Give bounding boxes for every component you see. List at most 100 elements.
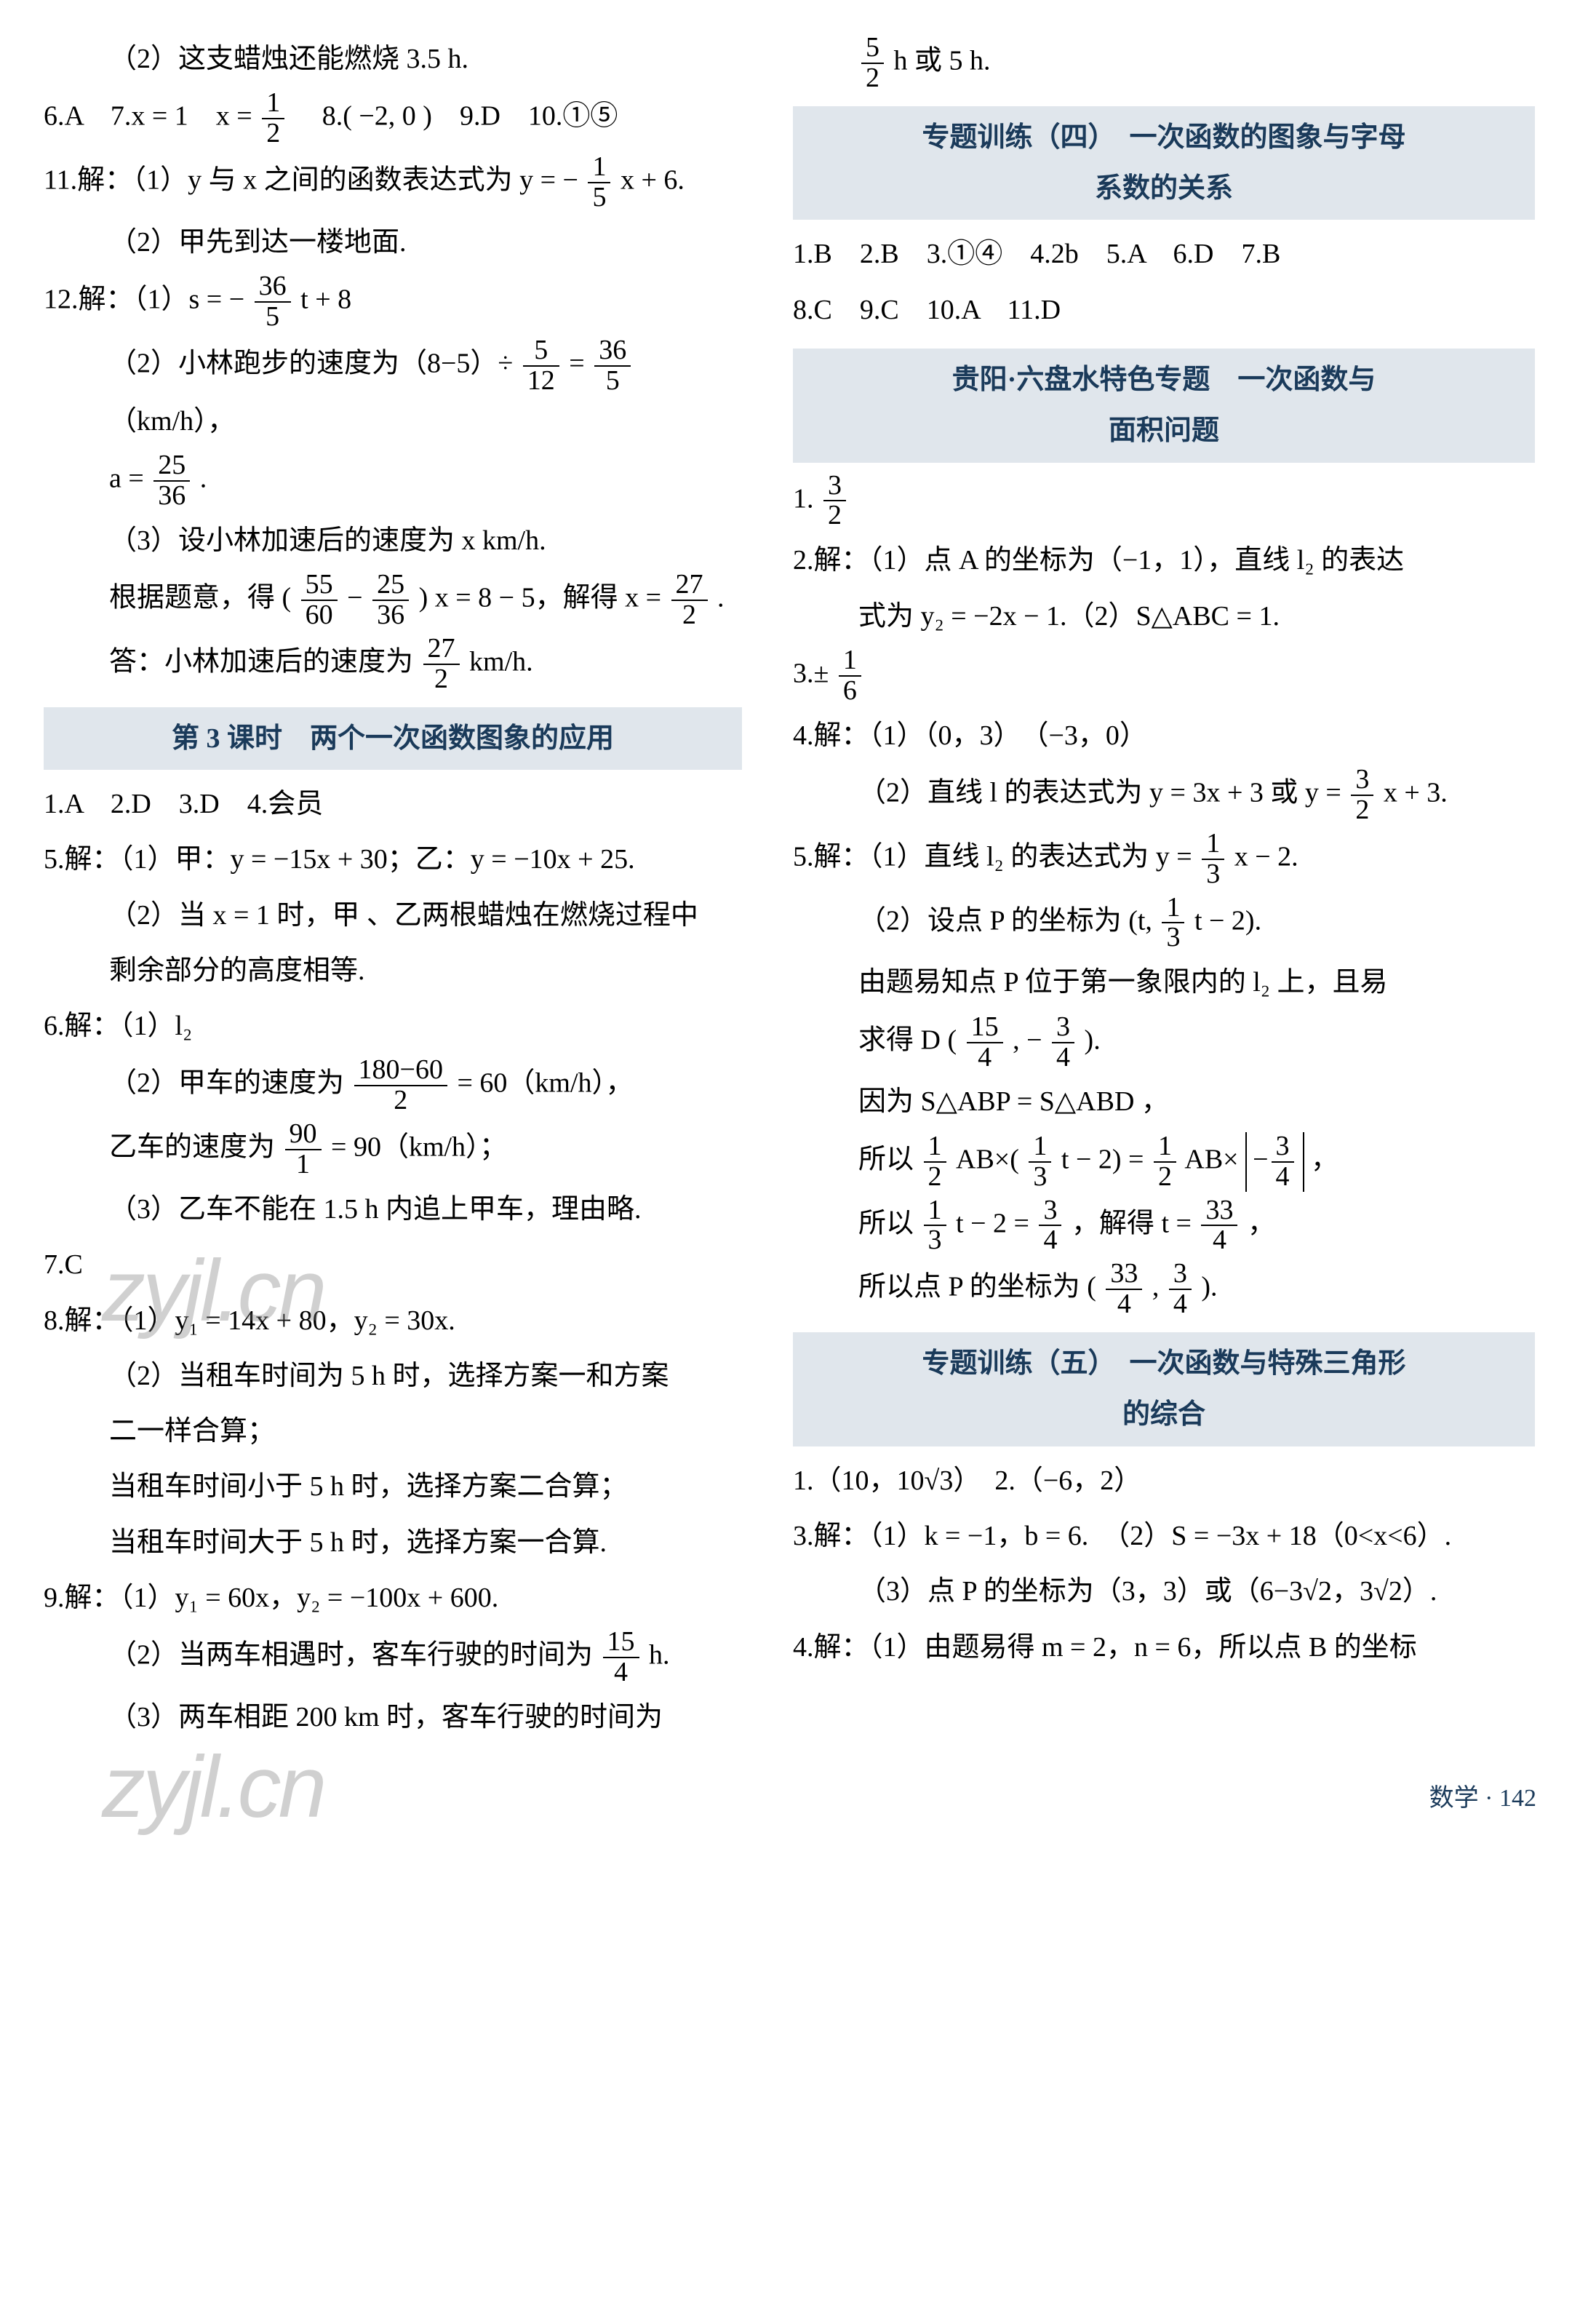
text: 8.( −2, 0 ) 9.D 10.①⑤ [295,101,618,132]
fraction: 32 [823,471,846,531]
text-line: 8.解：（1）y₁ = 14x + 80，y₂ = 30x. [44,1295,742,1346]
text: ， [1311,1144,1338,1174]
text: t − 2). [1194,905,1261,936]
text-line: （2）直线 l 的表达式为 y = 3x + 3 或 y = 32 x + 3. [793,765,1535,825]
fraction: 2536 [153,451,190,511]
text: t − 2 = [956,1208,1036,1238]
text-line: 6.A 7.x = 1 x = 12 8.( −2, 0 ) 9.D 10.①⑤ [44,89,742,148]
section-header: 第 3 课时 两个一次函数图象的应用 [44,707,742,770]
text-line: 4.解：（1）（0，3） （−3，0） [793,710,1535,761]
text-line: 3.解：（1）k = −1，b = 6. （2）S = −3x + 18（0<x… [793,1511,1535,1561]
text: （3）两车相距 200 km 时，客车行驶的时间为 [109,1702,663,1732]
text: AB× [1184,1144,1245,1174]
abs-value: −34 [1245,1132,1304,1192]
text: 1. [793,483,814,514]
text: 答：小林加速后的速度为 [109,646,413,677]
fraction: 13 [1029,1132,1051,1192]
text: 所以点 P 的坐标为 ( [858,1272,1096,1302]
text: ，解得 t = [1072,1208,1199,1238]
text: . [200,463,207,494]
fraction: 365 [594,336,631,396]
text-line: 5.解：（1）甲：y = −15x + 30；乙：y = −10x + 25. [44,834,742,885]
text: h. [649,1640,670,1671]
text: . [717,583,725,613]
text-line: 3.± 16 [793,646,1535,706]
text: 所以 [858,1144,914,1174]
text: （2）直线 l 的表达式为 y = 3x + 3 或 y = [858,778,1348,808]
text: , − [1013,1024,1049,1055]
text-line-watermarked: 7.C zyjl.cn [44,1239,742,1290]
text: − [347,583,370,613]
text: 6.A 7.x = 1 x = [44,101,259,132]
text: t − 2) = [1061,1144,1151,1174]
text: x + 3. [1384,778,1448,808]
text-line: （2）这支蜡烛还能燃烧 3.5 h. [44,33,742,84]
fraction: 52 [861,33,884,93]
text: , [1152,1272,1166,1302]
text-line: 答：小林加速后的速度为 272 km/h. [44,634,742,694]
fraction: 15 [588,153,610,212]
section-header-line1: 贵阳·六盘水特色专题 一次函数与 [797,354,1531,405]
left-column: （2）这支蜡烛还能燃烧 3.5 h. 6.A 7.x = 1 x = 12 8.… [44,29,742,1747]
text-line: （3）乙车不能在 1.5 h 内追上甲车，理由略. [44,1184,742,1235]
section-header-line1: 专题训练（五） 一次函数与特殊三角形 [797,1338,1531,1389]
text-line: 9.解：（1）y₁ = 60x，y₂ = −100x + 600. [44,1572,742,1623]
text-line: 1. 32 [793,471,1535,531]
fraction: 13 [924,1196,946,1256]
text: 12.解：（1）s = − [44,284,252,315]
fraction: 32 [1351,765,1373,825]
text-line: 所以点 P 的坐标为 ( 334 , 34 ). [793,1260,1535,1319]
fraction: 13 [1202,829,1224,889]
text: = 60（km/h）， [457,1068,633,1099]
fraction: 34 [1272,1132,1294,1192]
fraction: 334 [1106,1260,1142,1319]
text-line: 2.解：（1）点 A 的坐标为（−1，1），直线 l₂ 的表达 [793,535,1535,586]
section-header: 贵阳·六盘水特色专题 一次函数与 面积问题 [793,349,1535,463]
section-header-line2: 面积问题 [797,405,1531,456]
text-line: 6.解：（1）l₂ [44,1000,742,1051]
fraction: 512 [523,336,559,396]
section-header: 专题训练（四） 一次函数的图象与字母 系数的关系 [793,106,1535,220]
text-line: 11.解：（1）y 与 x 之间的函数表达式为 y = − 15 x + 6. [44,153,742,212]
text: 乙车的速度为 [109,1132,275,1163]
fraction: 34 [1052,1013,1074,1073]
text-line: 所以 13 t − 2 = 34 ，解得 t = 334 ， [793,1196,1535,1256]
fraction: 272 [671,570,708,630]
text-line: （2）甲车的速度为 180−602 = 60（km/h）， [44,1056,742,1115]
text: 7.C [44,1249,83,1280]
text-line: （3）点 P 的坐标为（3，3）或（6−3√2，3√2）. [793,1566,1535,1617]
text: 11.解：（1）y 与 x 之间的函数表达式为 y = − [44,165,585,196]
text: 所以 [858,1208,914,1238]
text: （2）当两车相遇时，客车行驶的时间为 [109,1640,593,1671]
text-line: （2）当租车时间为 5 h 时，选择方案一和方案 [44,1350,742,1401]
text-line: （2）甲先到达一楼地面. [44,217,742,268]
page-two-column: （2）这支蜡烛还能燃烧 3.5 h. 6.A 7.x = 1 x = 12 8.… [44,29,1558,1747]
fraction: 334 [1201,1196,1237,1256]
text: h 或 5 h. [894,46,991,76]
text-line: 根据题意，得 ( 5560 − 2536 ) x = 8 − 5，解得 x = … [44,570,742,630]
fraction: 365 [255,272,291,332]
section-header: 专题训练（五） 一次函数与特殊三角形 的综合 [793,1332,1535,1446]
text: 根据题意，得 ( [109,583,291,613]
page-footer: 数学 · 142 [44,1776,1558,1822]
text: x + 6. [621,165,685,196]
fraction: 272 [423,634,460,694]
text: = 90（km/h）； [331,1132,507,1163]
text: x − 2. [1234,841,1298,872]
fraction: 13 [1162,894,1184,953]
text-line: （2）当 x = 1 时，甲 、乙两根蜡烛在燃烧过程中 [44,890,742,941]
fraction: 12 [262,89,284,148]
text-line: 由题易知点 P 位于第一象限内的 l₂ 上，且易 [793,957,1535,1008]
text-line: 1.（10，10√3） 2.（−6，2） [793,1455,1535,1506]
text: 求得 D ( [858,1024,957,1055]
text-line: 12.解：（1）s = − 365 t + 8 [44,272,742,332]
text: AB×( [956,1144,1019,1174]
text-line: 52 h 或 5 h. [793,33,1535,93]
text-line: a = 2536 . [44,451,742,511]
text-line: 当租车时间大于 5 h 时，选择方案一合算. [44,1517,742,1568]
text: ). [1201,1272,1217,1302]
fraction: 901 [285,1120,322,1179]
text: ， [1248,1208,1275,1238]
fraction: 5560 [301,570,338,630]
text-line: 当租车时间小于 5 h 时，选择方案二合算； [44,1461,742,1512]
